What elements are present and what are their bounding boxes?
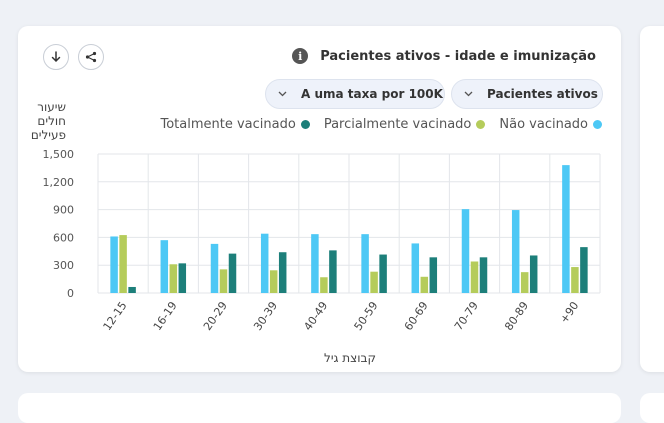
- legend-item-fully[interactable]: Totalmente vacinado: [160, 117, 310, 132]
- chart-title: Pacientes ativos - idade e imunização: [320, 48, 596, 64]
- bar[interactable]: [169, 264, 178, 293]
- y-tick-label: 1,200: [43, 176, 75, 189]
- bar[interactable]: [520, 272, 529, 293]
- bar[interactable]: [562, 165, 570, 293]
- legend-label-fully: Totalmente vacinado: [160, 117, 296, 132]
- y-tick-label: 300: [53, 259, 74, 272]
- bar[interactable]: [479, 257, 488, 293]
- bar[interactable]: [219, 269, 228, 293]
- x-tick-label: 50-59: [352, 299, 381, 333]
- download-button[interactable]: [43, 44, 69, 70]
- bar[interactable]: [228, 253, 237, 293]
- bar[interactable]: [420, 276, 429, 293]
- x-tick-label: 60-69: [402, 299, 431, 333]
- population-dropdown-label: Pacientes ativos: [487, 87, 598, 101]
- y-ticks: 0 300 600 900 1,200 1,500: [43, 148, 75, 300]
- y-tick-label: 600: [53, 231, 74, 244]
- x-tick-label: +90: [557, 299, 581, 325]
- x-tick-label: 20-29: [201, 299, 230, 333]
- legend-item-partial[interactable]: Parcialmente vacinado: [324, 117, 486, 132]
- download-icon: [51, 51, 61, 63]
- x-axis-label: קבוצת גיל: [324, 351, 376, 365]
- bar[interactable]: [110, 236, 118, 293]
- bar[interactable]: [260, 233, 269, 293]
- bar[interactable]: [329, 250, 337, 293]
- bar[interactable]: [461, 209, 470, 293]
- x-tick-label: 70-79: [452, 299, 481, 333]
- legend-swatch-fully: [300, 120, 310, 129]
- bar[interactable]: [529, 255, 538, 293]
- legend-label-none: Não vacinado: [499, 117, 588, 132]
- bar[interactable]: [429, 257, 438, 293]
- x-tick-label: 30-39: [251, 299, 280, 333]
- x-tick-label: 16-19: [151, 299, 180, 333]
- bar[interactable]: [361, 234, 369, 293]
- chart-bars: [110, 165, 588, 293]
- x-tick-label: 40-49: [301, 299, 330, 333]
- chart-legend: Totalmente vacinado Parcialmente vacinad…: [146, 117, 602, 132]
- bar[interactable]: [379, 254, 387, 293]
- y-tick-label: 0: [67, 287, 74, 300]
- y-axis-label: שיעור חולים פעילים: [30, 100, 66, 142]
- bar[interactable]: [580, 247, 588, 293]
- bar[interactable]: [160, 240, 169, 293]
- rate-dropdown-label: A uma taxa por 100K: [301, 87, 443, 101]
- bar[interactable]: [278, 252, 287, 293]
- legend-swatch-none: [593, 120, 602, 129]
- bar[interactable]: [411, 243, 420, 293]
- side-card: [640, 26, 664, 372]
- bar[interactable]: [470, 261, 479, 293]
- bar[interactable]: [178, 263, 187, 293]
- bar[interactable]: [311, 234, 319, 293]
- share-icon: [85, 51, 97, 63]
- population-dropdown[interactable]: Pacientes ativos: [451, 79, 603, 109]
- info-icon[interactable]: i: [292, 48, 309, 64]
- bar[interactable]: [320, 277, 328, 293]
- x-tick-label: 12-15: [101, 299, 130, 333]
- legend-swatch-partial: [476, 120, 486, 129]
- x-ticks: 12-15 16-19 20-29 30-39 40-49 50-59 60-69 70-79…: [101, 299, 582, 333]
- bar[interactable]: [128, 286, 136, 293]
- bar[interactable]: [210, 243, 219, 293]
- x-tick-label: 80-89: [502, 299, 531, 333]
- y-tick-label: 1,500: [43, 148, 75, 161]
- bar[interactable]: [571, 267, 579, 293]
- legend-label-partial: Parcialmente vacinado: [323, 117, 472, 132]
- bar[interactable]: [119, 235, 127, 293]
- chart-header: i Pacientes ativos - idade e imunização: [292, 48, 596, 64]
- legend-item-none[interactable]: Não vacinado: [499, 117, 602, 132]
- chevron-down-icon: [464, 91, 473, 97]
- y-tick-label: 900: [53, 204, 74, 217]
- rate-dropdown[interactable]: A uma taxa por 100K: [265, 79, 445, 109]
- share-button[interactable]: [78, 44, 104, 70]
- chevron-down-icon: [278, 91, 287, 97]
- bar[interactable]: [370, 271, 378, 293]
- bar-chart: 0 300 600 900 1,200 1,500 12-15 16-19 20-29 30-3…: [43, 148, 601, 333]
- bar[interactable]: [269, 270, 278, 293]
- bar[interactable]: [511, 210, 520, 293]
